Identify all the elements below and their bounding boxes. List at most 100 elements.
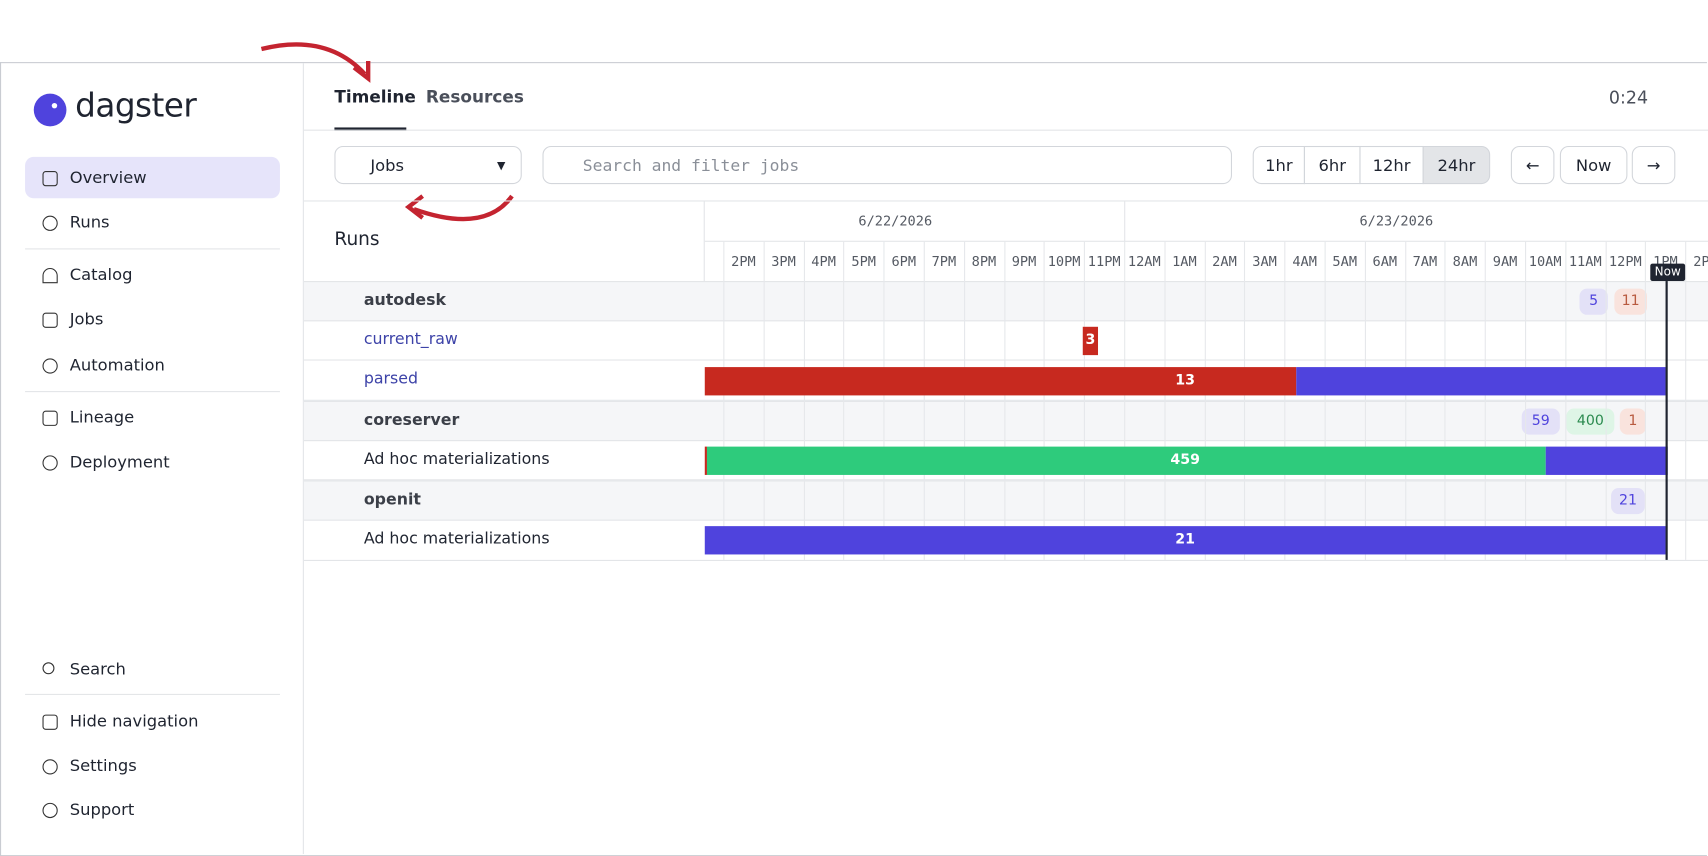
badge: 5 <box>1579 288 1608 315</box>
tab-underline <box>334 127 407 131</box>
logo-text: dagster <box>75 87 197 126</box>
group-row[interactable]: autodesk 5 11 <box>303 281 1708 322</box>
tab-active[interactable]: Timeline <box>334 87 416 107</box>
now-button[interactable]: Now <box>1559 145 1628 185</box>
nav-item[interactable]: Jobs <box>25 298 280 339</box>
job-row[interactable]: Ad hoc materializations <box>303 441 1708 481</box>
hour-grid-line <box>723 241 725 560</box>
date-label: 6/22/2026 <box>858 212 933 229</box>
hour-label: 3PM <box>771 252 796 270</box>
hour-grid-line <box>923 241 925 560</box>
run-bar[interactable] <box>1082 326 1099 356</box>
nav-item[interactable]: Overview <box>25 156 280 199</box>
hour-label: 12AM <box>1127 252 1161 270</box>
refresh-timer[interactable]: 0:24 <box>1608 87 1649 108</box>
prev-button[interactable]: ← <box>1510 145 1555 185</box>
date-label: 6/23/2026 <box>1359 212 1434 229</box>
hour-grid-line <box>1484 241 1487 560</box>
hour-grid-line <box>1164 241 1166 560</box>
search-input[interactable]: Search and filter jobs <box>542 145 1232 185</box>
hour-label: 1AM <box>1172 252 1197 270</box>
hour-grid-line <box>1084 241 1086 560</box>
hour-label: 9PM <box>1011 252 1037 270</box>
hour-grid-line <box>1124 241 1126 560</box>
nav-item[interactable]: Lineage <box>25 397 280 438</box>
run-bar[interactable] <box>704 446 707 475</box>
tab[interactable]: Resources <box>425 87 524 107</box>
run-bar[interactable] <box>1545 446 1668 475</box>
hour-label: 8AM <box>1452 252 1478 270</box>
bar-label: 3 <box>1085 332 1096 349</box>
hour-label: 9AM <box>1492 252 1518 270</box>
hour-grid-line <box>1204 241 1206 560</box>
annotation-arrows <box>260 42 514 222</box>
hour-grid-line <box>1645 241 1647 560</box>
hour-label: 6AM <box>1372 252 1398 270</box>
divider <box>703 201 705 282</box>
nav-item[interactable]: Automation <box>25 344 280 385</box>
hour-grid-line <box>803 241 805 560</box>
hour-grid-line <box>1605 241 1607 560</box>
run-bar[interactable] <box>704 367 1297 396</box>
job-row[interactable]: parsed <box>303 361 1708 401</box>
hour-axis: 2PM 3PM 4PM 5PM 6PM 7PM 8PM 9PM 10PM 11PM 12AM 1AM 2… <box>731 252 1708 270</box>
hour-grid-line <box>963 241 965 560</box>
now-marker: Now <box>1650 263 1686 282</box>
hour-grid-line <box>843 241 845 560</box>
hour-label: 8PM <box>971 252 997 270</box>
divider <box>704 240 1708 242</box>
divider <box>303 200 1708 202</box>
nav-item[interactable]: Hide navigation <box>25 700 280 741</box>
bar-label: 21 <box>1175 531 1196 548</box>
hour-label: 2PM <box>731 252 756 270</box>
hour-label: 4AM <box>1292 252 1317 270</box>
hour-label: 7AM <box>1412 252 1438 270</box>
job-row[interactable]: Ad hoc materializations <box>303 521 1708 561</box>
nav-item[interactable]: Support <box>25 789 280 830</box>
hour-label: 11AM <box>1568 252 1602 270</box>
badge: 1 <box>1619 408 1646 435</box>
hour-label: 4PM <box>811 252 836 270</box>
nav-item[interactable]: Catalog <box>25 254 280 295</box>
divider <box>303 129 1708 131</box>
range-button[interactable]: 24hr <box>1422 145 1491 185</box>
runs-heading: Runs <box>334 228 380 251</box>
hour-grid-line <box>1364 241 1366 560</box>
job-row[interactable]: current_raw <box>303 321 1708 361</box>
group-row[interactable]: openit 21 <box>303 480 1708 521</box>
run-bar[interactable] <box>706 446 1546 475</box>
run-bar[interactable] <box>1296 367 1666 396</box>
nav-item[interactable]: Deployment <box>25 441 280 482</box>
hour-grid-line <box>1244 241 1246 560</box>
hour-label: 11PM <box>1087 252 1121 270</box>
hour-label: 6PM <box>891 252 917 270</box>
badge: 11 <box>1614 288 1648 315</box>
badge: 21 <box>1611 488 1645 515</box>
hour-grid-line <box>763 241 765 560</box>
nav-item[interactable]: Search <box>25 648 280 689</box>
hour-grid-line <box>1685 241 1687 560</box>
now-line <box>1665 281 1668 560</box>
hour-label: 3AM <box>1252 252 1277 270</box>
hour-label: 5PM <box>851 252 876 270</box>
jobs-dropdown[interactable]: Jobs ▼ <box>334 145 522 185</box>
hour-grid-line <box>1404 241 1406 560</box>
bar-label: 13 <box>1175 372 1196 389</box>
next-button[interactable]: → <box>1631 145 1676 185</box>
hour-label: 10AM <box>1528 252 1562 270</box>
nav-item[interactable]: Runs <box>25 202 280 243</box>
hour-label: 10PM <box>1047 252 1081 270</box>
hour-label: 7PM <box>931 252 957 270</box>
hour-label: 2AM <box>1212 252 1237 270</box>
divider <box>1124 201 1126 242</box>
sidebar: dagster Overview Runs Catalog Jobs Autom… <box>1 63 304 855</box>
logo-icon <box>33 93 67 127</box>
run-bar[interactable] <box>704 526 1666 555</box>
hour-grid-line <box>883 241 885 560</box>
hour-grid-line <box>1324 241 1326 560</box>
hour-grid-line <box>1565 241 1567 560</box>
nav-item[interactable]: Settings <box>25 745 280 786</box>
group-row[interactable]: coreserver 59 400 1 <box>303 400 1708 442</box>
